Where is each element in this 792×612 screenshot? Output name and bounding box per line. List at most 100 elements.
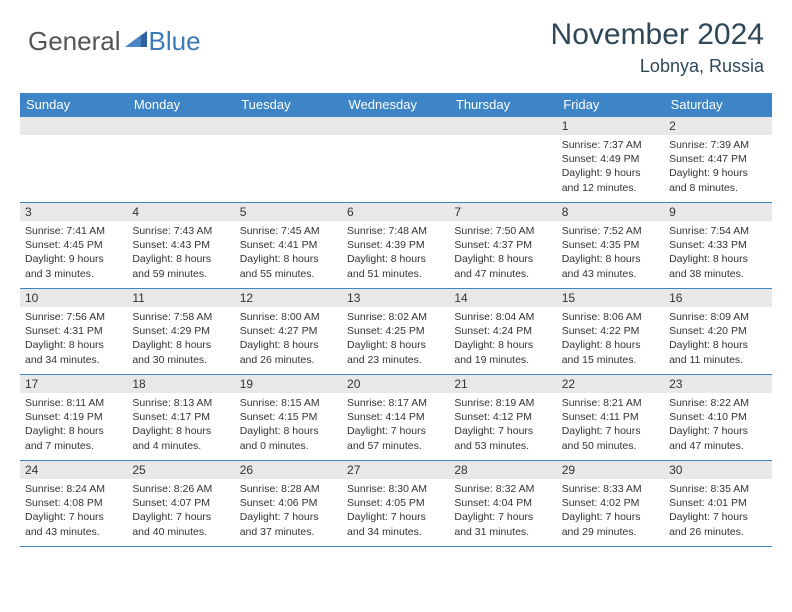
calendar-cell: 23Sunrise: 8:22 AMSunset: 4:10 PMDayligh… [664,375,771,461]
daylight-text: Daylight: 9 hours and 3 minutes. [25,252,122,280]
sunrise-text: Sunrise: 8:02 AM [347,310,444,324]
daylight-text: Daylight: 7 hours and 43 minutes. [25,510,122,538]
sunrise-text: Sunrise: 7:43 AM [132,224,229,238]
day-info: Sunrise: 7:52 AMSunset: 4:35 PMDaylight:… [557,221,664,284]
day-info: Sunrise: 7:43 AMSunset: 4:43 PMDaylight:… [127,221,234,284]
daylight-text: Daylight: 7 hours and 34 minutes. [347,510,444,538]
calendar-cell: 26Sunrise: 8:28 AMSunset: 4:06 PMDayligh… [235,461,342,547]
day-number [235,117,342,135]
sunset-text: Sunset: 4:43 PM [132,238,229,252]
daylight-text: Daylight: 8 hours and 55 minutes. [240,252,337,280]
logo-text-blue: Blue [149,26,201,57]
calendar-cell: 4Sunrise: 7:43 AMSunset: 4:43 PMDaylight… [127,203,234,289]
day-info: Sunrise: 8:11 AMSunset: 4:19 PMDaylight:… [20,393,127,456]
weekday-header: Friday [557,93,664,117]
day-info: Sunrise: 7:37 AMSunset: 4:49 PMDaylight:… [557,135,664,198]
daylight-text: Daylight: 9 hours and 8 minutes. [669,166,766,194]
daylight-text: Daylight: 7 hours and 37 minutes. [240,510,337,538]
calendar-week-row: 10Sunrise: 7:56 AMSunset: 4:31 PMDayligh… [20,289,772,375]
day-number [449,117,556,135]
sunrise-text: Sunrise: 8:35 AM [669,482,766,496]
day-info: Sunrise: 7:41 AMSunset: 4:45 PMDaylight:… [20,221,127,284]
daylight-text: Daylight: 8 hours and 15 minutes. [562,338,659,366]
day-number: 19 [235,375,342,393]
calendar-cell: 20Sunrise: 8:17 AMSunset: 4:14 PMDayligh… [342,375,449,461]
day-number: 22 [557,375,664,393]
sunset-text: Sunset: 4:49 PM [562,152,659,166]
calendar-cell [342,117,449,203]
sunrise-text: Sunrise: 7:52 AM [562,224,659,238]
day-number: 3 [20,203,127,221]
sunset-text: Sunset: 4:12 PM [454,410,551,424]
header: General Blue November 2024 Lobnya, Russi… [0,0,792,87]
calendar-week-row: 1Sunrise: 7:37 AMSunset: 4:49 PMDaylight… [20,117,772,203]
sunset-text: Sunset: 4:35 PM [562,238,659,252]
day-number: 30 [664,461,771,479]
day-number: 1 [557,117,664,135]
sunset-text: Sunset: 4:01 PM [669,496,766,510]
day-number: 7 [449,203,556,221]
sunset-text: Sunset: 4:07 PM [132,496,229,510]
calendar-cell: 18Sunrise: 8:13 AMSunset: 4:17 PMDayligh… [127,375,234,461]
daylight-text: Daylight: 7 hours and 40 minutes. [132,510,229,538]
daylight-text: Daylight: 8 hours and 38 minutes. [669,252,766,280]
sunset-text: Sunset: 4:14 PM [347,410,444,424]
day-info: Sunrise: 7:56 AMSunset: 4:31 PMDaylight:… [20,307,127,370]
calendar-cell: 24Sunrise: 8:24 AMSunset: 4:08 PMDayligh… [20,461,127,547]
sunrise-text: Sunrise: 8:11 AM [25,396,122,410]
day-number: 20 [342,375,449,393]
sunset-text: Sunset: 4:29 PM [132,324,229,338]
day-info: Sunrise: 8:00 AMSunset: 4:27 PMDaylight:… [235,307,342,370]
sunrise-text: Sunrise: 8:24 AM [25,482,122,496]
day-number: 26 [235,461,342,479]
sunset-text: Sunset: 4:47 PM [669,152,766,166]
month-title: November 2024 [551,18,764,52]
sunrise-text: Sunrise: 8:21 AM [562,396,659,410]
sunset-text: Sunset: 4:25 PM [347,324,444,338]
day-info: Sunrise: 8:02 AMSunset: 4:25 PMDaylight:… [342,307,449,370]
day-number: 24 [20,461,127,479]
calendar-cell: 2Sunrise: 7:39 AMSunset: 4:47 PMDaylight… [664,117,771,203]
calendar-cell: 15Sunrise: 8:06 AMSunset: 4:22 PMDayligh… [557,289,664,375]
sunrise-text: Sunrise: 8:09 AM [669,310,766,324]
day-number: 10 [20,289,127,307]
sunrise-text: Sunrise: 8:06 AM [562,310,659,324]
calendar-week-row: 24Sunrise: 8:24 AMSunset: 4:08 PMDayligh… [20,461,772,547]
daylight-text: Daylight: 7 hours and 47 minutes. [669,424,766,452]
calendar-cell: 16Sunrise: 8:09 AMSunset: 4:20 PMDayligh… [664,289,771,375]
sunset-text: Sunset: 4:22 PM [562,324,659,338]
day-number: 16 [664,289,771,307]
daylight-text: Daylight: 7 hours and 50 minutes. [562,424,659,452]
day-info: Sunrise: 8:09 AMSunset: 4:20 PMDaylight:… [664,307,771,370]
sunset-text: Sunset: 4:04 PM [454,496,551,510]
day-number: 6 [342,203,449,221]
sunset-text: Sunset: 4:02 PM [562,496,659,510]
sunset-text: Sunset: 4:17 PM [132,410,229,424]
calendar-cell: 10Sunrise: 7:56 AMSunset: 4:31 PMDayligh… [20,289,127,375]
daylight-text: Daylight: 7 hours and 53 minutes. [454,424,551,452]
daylight-text: Daylight: 8 hours and 59 minutes. [132,252,229,280]
calendar-cell: 19Sunrise: 8:15 AMSunset: 4:15 PMDayligh… [235,375,342,461]
calendar-cell: 8Sunrise: 7:52 AMSunset: 4:35 PMDaylight… [557,203,664,289]
daylight-text: Daylight: 8 hours and 30 minutes. [132,338,229,366]
weekday-header: Monday [127,93,234,117]
weekday-header: Thursday [449,93,556,117]
sunrise-text: Sunrise: 7:48 AM [347,224,444,238]
calendar-cell [449,117,556,203]
sunset-text: Sunset: 4:37 PM [454,238,551,252]
calendar-cell: 6Sunrise: 7:48 AMSunset: 4:39 PMDaylight… [342,203,449,289]
calendar-cell: 30Sunrise: 8:35 AMSunset: 4:01 PMDayligh… [664,461,771,547]
day-number: 27 [342,461,449,479]
day-info: Sunrise: 7:54 AMSunset: 4:33 PMDaylight:… [664,221,771,284]
title-block: November 2024 Lobnya, Russia [551,18,764,77]
sunset-text: Sunset: 4:15 PM [240,410,337,424]
day-info: Sunrise: 7:48 AMSunset: 4:39 PMDaylight:… [342,221,449,284]
day-number: 23 [664,375,771,393]
calendar-cell [127,117,234,203]
day-number: 4 [127,203,234,221]
day-number: 29 [557,461,664,479]
day-info: Sunrise: 8:24 AMSunset: 4:08 PMDaylight:… [20,479,127,542]
calendar-head: SundayMondayTuesdayWednesdayThursdayFrid… [20,93,772,117]
sunrise-text: Sunrise: 7:37 AM [562,138,659,152]
weekday-header: Saturday [664,93,771,117]
